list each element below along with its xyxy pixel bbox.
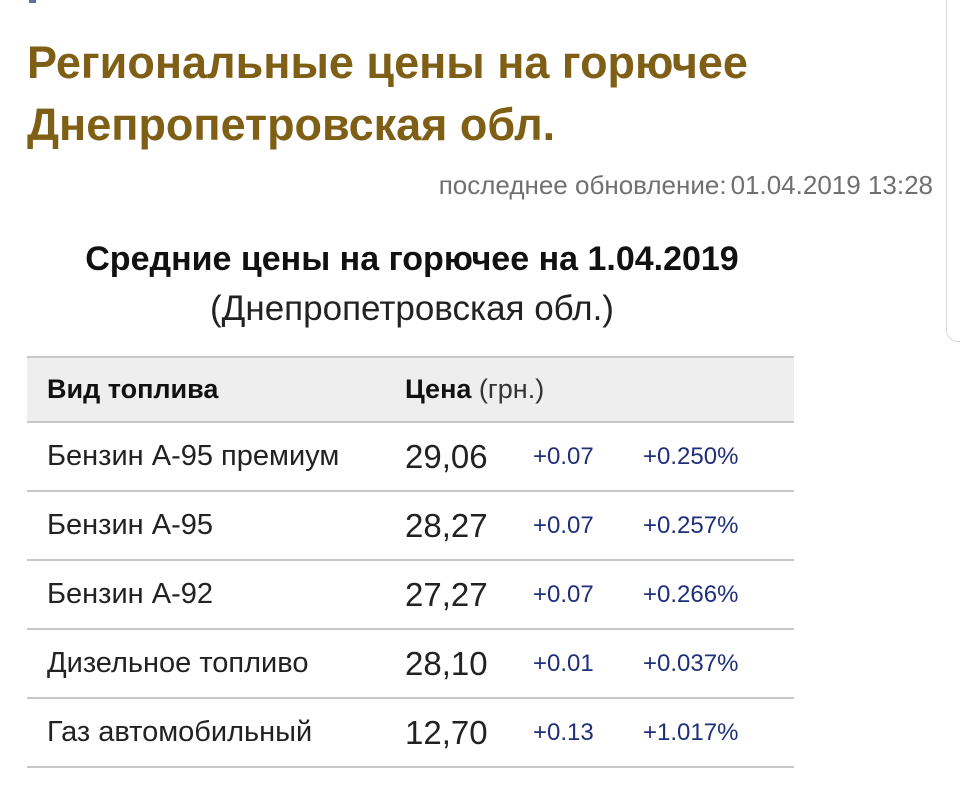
- fuel-name: Бензин А-92: [47, 578, 213, 610]
- fuel-price: 12,70: [405, 713, 488, 751]
- price-change-percent: +0.266%: [643, 580, 739, 608]
- page-title-line1: Региональные цены на горючее: [27, 37, 748, 88]
- fuel-price: 29,06: [405, 437, 488, 475]
- price-change-percent: +1.017%: [643, 718, 739, 746]
- fuel-price: 28,10: [405, 644, 488, 682]
- table-header-row: Вид топлива Цена (грн.): [27, 357, 795, 422]
- page-title: Региональные цены на горючее Днепропетро…: [27, 32, 748, 156]
- price-change: +0.07: [533, 442, 594, 470]
- section-region: (Днепропетровская обл.): [210, 289, 614, 328]
- table-row: Бензин А-92 27,27 +0.07 +0.266%: [27, 560, 795, 629]
- table-row: Бензин А-95 премиум 29,06 +0.07 +0.250%: [27, 422, 795, 491]
- table-row: Дизельное топливо 28,10 +0.01 +0.037%: [27, 629, 795, 698]
- top-edge-mark: [29, 0, 36, 3]
- table-row: Газ автомобильный 12,70 +0.13 +1.017%: [27, 698, 795, 767]
- header-price-unit: (грн.): [478, 374, 545, 404]
- fuel-prices-table: Вид топлива Цена (грн.) Бензин А-95 прем…: [27, 356, 795, 768]
- scroll-panel-edge: [946, 0, 960, 342]
- last-updated-value: 01.04.2019 13:28: [730, 170, 933, 200]
- header-price: Цена (грн.): [405, 357, 794, 422]
- price-change-percent: +0.250%: [643, 442, 739, 470]
- price-change-percent: +0.037%: [643, 649, 739, 677]
- header-fuel-type: Вид топлива: [47, 374, 219, 404]
- price-change: +0.13: [533, 718, 594, 746]
- price-change: +0.07: [533, 511, 594, 539]
- section-title: Средние цены на горючее на 1.04.2019 (Дн…: [0, 236, 824, 332]
- price-change: +0.07: [533, 580, 594, 608]
- fuel-name: Бензин А-95: [47, 509, 213, 541]
- fuel-name: Дизельное топливо: [47, 647, 309, 679]
- header-price-label: Цена: [405, 374, 472, 404]
- fuel-price: 27,27: [405, 575, 488, 613]
- price-change-percent: +0.257%: [643, 511, 739, 539]
- last-updated: последнее обновление: 01.04.2019 13:28: [435, 170, 933, 201]
- fuel-price: 28,27: [405, 506, 488, 544]
- last-updated-label: последнее обновление:: [438, 170, 727, 200]
- section-title-text: Средние цены на горючее на 1.04.2019: [85, 240, 739, 278]
- price-change: +0.01: [533, 649, 594, 677]
- table-row: Бензин А-95 28,27 +0.07 +0.257%: [27, 491, 795, 560]
- page-title-region: Днепропетровская обл.: [27, 99, 556, 150]
- fuel-name: Газ автомобильный: [47, 716, 313, 748]
- fuel-name: Бензин А-95 премиум: [47, 440, 340, 472]
